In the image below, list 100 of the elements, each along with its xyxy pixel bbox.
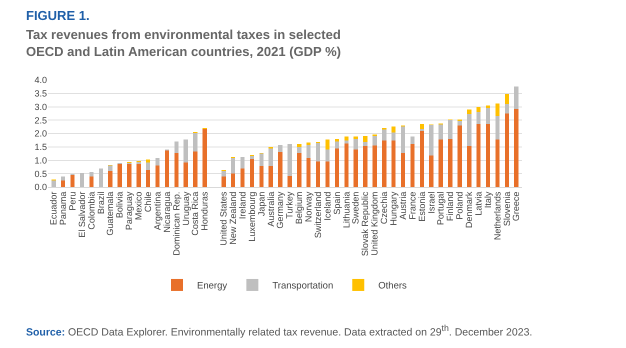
bar (504, 113, 510, 187)
bar (372, 145, 377, 187)
bar (467, 146, 472, 187)
legend-label: Transportation (272, 280, 334, 292)
bar (60, 180, 66, 187)
bar (410, 144, 415, 187)
bar (325, 149, 330, 162)
x-tick-label: Uruguay (180, 191, 191, 226)
y-tick-label: 0.5 (34, 168, 47, 179)
bar (504, 104, 510, 114)
x-tick-label: Australia (266, 192, 276, 227)
bar (458, 125, 462, 187)
bar (363, 146, 368, 187)
bar (108, 166, 112, 171)
y-tick-label: 1.5 (34, 142, 47, 152)
chart-subtitle: Tax revenues from environmental taxes in selected OECD and Latin American countries, 2021 (GDP %) (26, 26, 342, 60)
x-tick-label: El Salvador (76, 192, 87, 238)
y-tick-label: 2.0 (34, 128, 47, 139)
bar (420, 131, 424, 187)
bar (410, 136, 415, 144)
bar (155, 165, 160, 187)
x-tick-label: Finland (445, 192, 456, 222)
bar (495, 116, 500, 140)
x-tick-label: Poland (454, 192, 465, 220)
bar (476, 106, 481, 112)
source-note: Source: OECD Data Explorer. Environmentally related tax revenue. Data extracted on 29$^{th}$. December 2023. (26, 323, 532, 338)
bar (334, 138, 340, 142)
bar (382, 140, 386, 187)
x-tick-label: Austria (398, 192, 408, 220)
bar (202, 129, 207, 187)
bar (363, 136, 368, 142)
bar (146, 162, 150, 170)
x-tick-label: Denmark (464, 191, 474, 228)
x-tick-label: Iceland (322, 192, 332, 221)
chart-title: FIGURE 1. (26, 8, 90, 23)
x-tick-label: Mexico (134, 192, 144, 220)
bar (467, 110, 472, 114)
bar (230, 158, 236, 174)
bar (448, 120, 452, 140)
bar (230, 174, 236, 187)
x-tick-label: Bolivia (114, 192, 125, 218)
bar (278, 152, 282, 187)
x-tick-label: Sweden (350, 192, 361, 224)
bar (400, 126, 406, 154)
x-tick-label: Spain (332, 192, 342, 215)
bar (297, 144, 302, 148)
bar (297, 147, 302, 153)
bar (268, 166, 273, 187)
bar (344, 140, 348, 144)
bar (448, 139, 452, 187)
bar (268, 148, 273, 166)
x-tick-label: Peru (67, 192, 78, 211)
x-tick-label: Argentina (152, 192, 162, 230)
x-tick-label: United Kingdom (370, 192, 380, 256)
x-tick-label: Honduras (200, 191, 210, 231)
bar (344, 143, 348, 187)
bar (429, 155, 434, 187)
x-tick-label: Czechia (379, 192, 390, 224)
x-tick-label: Panama (58, 192, 68, 226)
x-tick-label: Slovenia (502, 192, 512, 226)
bar (391, 126, 396, 132)
bar (514, 109, 518, 187)
bar (288, 176, 292, 187)
x-tick-label: Costa Rica (190, 192, 200, 236)
y-tick-label: 2.5 (34, 115, 47, 126)
bar (420, 124, 424, 129)
x-tick-label: Guatemala (105, 192, 116, 236)
bar (155, 158, 160, 166)
bar (354, 149, 358, 187)
bar (184, 139, 188, 162)
bar (118, 164, 122, 187)
bar (240, 157, 245, 169)
bar (146, 170, 150, 187)
x-tick-label: Slovak Republic (360, 191, 370, 256)
bar (240, 168, 245, 187)
bar (259, 154, 264, 166)
bar (127, 164, 132, 187)
legend-label: Others (378, 280, 408, 292)
y-tick-label: 0.0 (34, 182, 47, 192)
x-tick-label: Japan (256, 192, 266, 216)
bar (495, 104, 500, 116)
bar (334, 148, 340, 187)
x-tick-label: Dominican Rep. (171, 192, 182, 256)
x-tick-label: Israel (426, 192, 436, 214)
x-tick-label: Paraguay (124, 191, 134, 230)
bar (98, 168, 103, 187)
bar (89, 172, 94, 176)
x-tick-label: Estonia (416, 192, 427, 222)
x-tick-label: Switzerland (312, 192, 323, 238)
x-tick-label: Greece (511, 192, 522, 222)
bar (193, 152, 198, 187)
bar (334, 141, 340, 148)
bar (193, 132, 198, 152)
x-tick-label: Ireland (237, 192, 248, 220)
bar (316, 142, 320, 162)
bar (184, 162, 188, 187)
bar (316, 162, 320, 187)
y-tick-label: 3.5 (34, 88, 47, 99)
x-tick-label: Hungary (388, 191, 399, 226)
x-tick-label: Latvia (473, 192, 484, 216)
